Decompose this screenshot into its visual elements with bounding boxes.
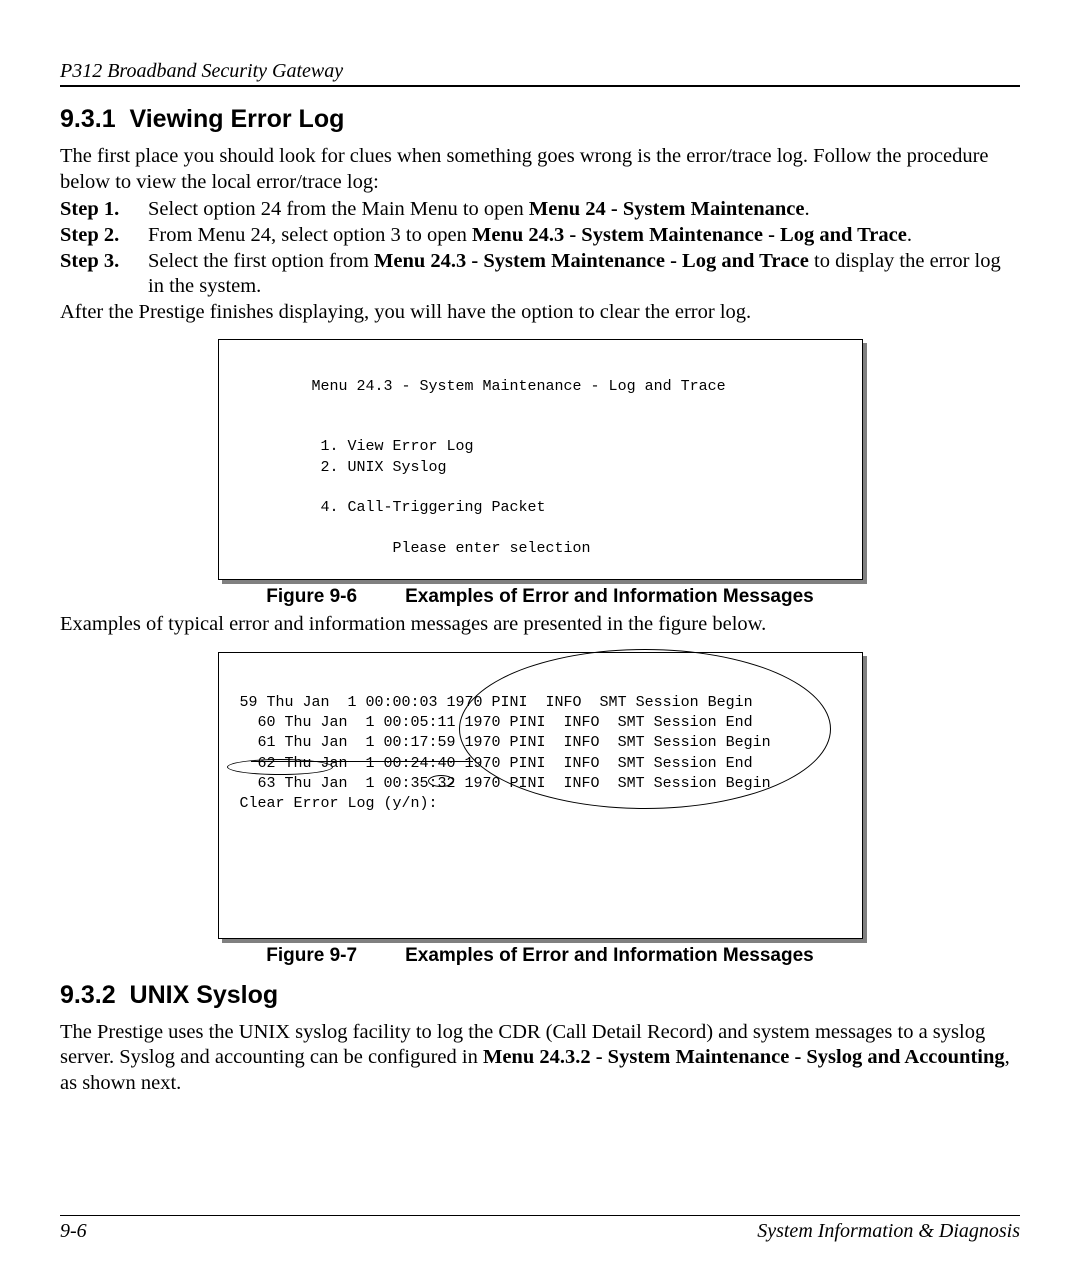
syslog-paragraph: The Prestige uses the UNIX syslog facili… xyxy=(60,1020,1020,1097)
step-label: Step 1. xyxy=(60,197,148,223)
figure-label: Figure 9-6 xyxy=(266,586,357,608)
figure-label: Figure 9-7 xyxy=(266,945,357,967)
step-text: Select the first option from Menu 24.3 -… xyxy=(148,249,1020,300)
intro-paragraph: The first place you should look for clue… xyxy=(60,144,1020,195)
figure-9-6-caption: Figure 9-6 Examples of Error and Informat… xyxy=(60,586,1020,608)
footer-section-title: System Information & Diagnosis xyxy=(757,1220,1020,1243)
figure-9-7-screenshot: 59 Thu Jan 1 00:00:03 1970 PINI INFO SMT… xyxy=(218,652,863,939)
figure-9-7-caption: Figure 9-7 Examples of Error and Informat… xyxy=(60,945,1020,967)
figure-caption-text: Examples of Error and Information Messag… xyxy=(405,586,814,607)
step-text: Select option 24 from the Main Menu to o… xyxy=(148,197,1020,223)
section-heading-9-3-1: 9.3.1 Viewing Error Log xyxy=(60,105,1020,134)
step-text: From Menu 24, select option 3 to open Me… xyxy=(148,223,1020,249)
section-heading-9-3-2: 9.3.2 UNIX Syslog xyxy=(60,981,1020,1010)
step-label: Step 3. xyxy=(60,249,148,300)
page-number: 9-6 xyxy=(60,1220,87,1243)
section-title: UNIX Syslog xyxy=(130,981,279,1009)
section-number: 9.3.1 xyxy=(60,105,116,133)
figure-caption-text: Examples of Error and Information Messag… xyxy=(405,945,814,966)
page-footer: 9-6 System Information & Diagnosis xyxy=(60,1215,1020,1243)
mid-paragraph: Examples of typical error and informatio… xyxy=(60,612,1020,638)
section-number: 9.3.2 xyxy=(60,981,116,1009)
step-3: Step 3. Select the first option from Men… xyxy=(60,249,1020,300)
section-title: Viewing Error Log xyxy=(130,105,345,133)
step-label: Step 2. xyxy=(60,223,148,249)
step-1: Step 1. Select option 24 from the Main M… xyxy=(60,197,1020,223)
page-header: P312 Broadband Security Gateway xyxy=(60,60,1020,83)
header-rule xyxy=(60,85,1020,87)
after-steps-paragraph: After the Prestige finishes displaying, … xyxy=(60,300,1020,326)
footer-rule xyxy=(60,1215,1020,1216)
step-2: Step 2. From Menu 24, select option 3 to… xyxy=(60,223,1020,249)
figure-9-6-screenshot: Menu 24.3 - System Maintenance - Log and… xyxy=(218,339,863,580)
strike-annotation xyxy=(251,761,473,763)
